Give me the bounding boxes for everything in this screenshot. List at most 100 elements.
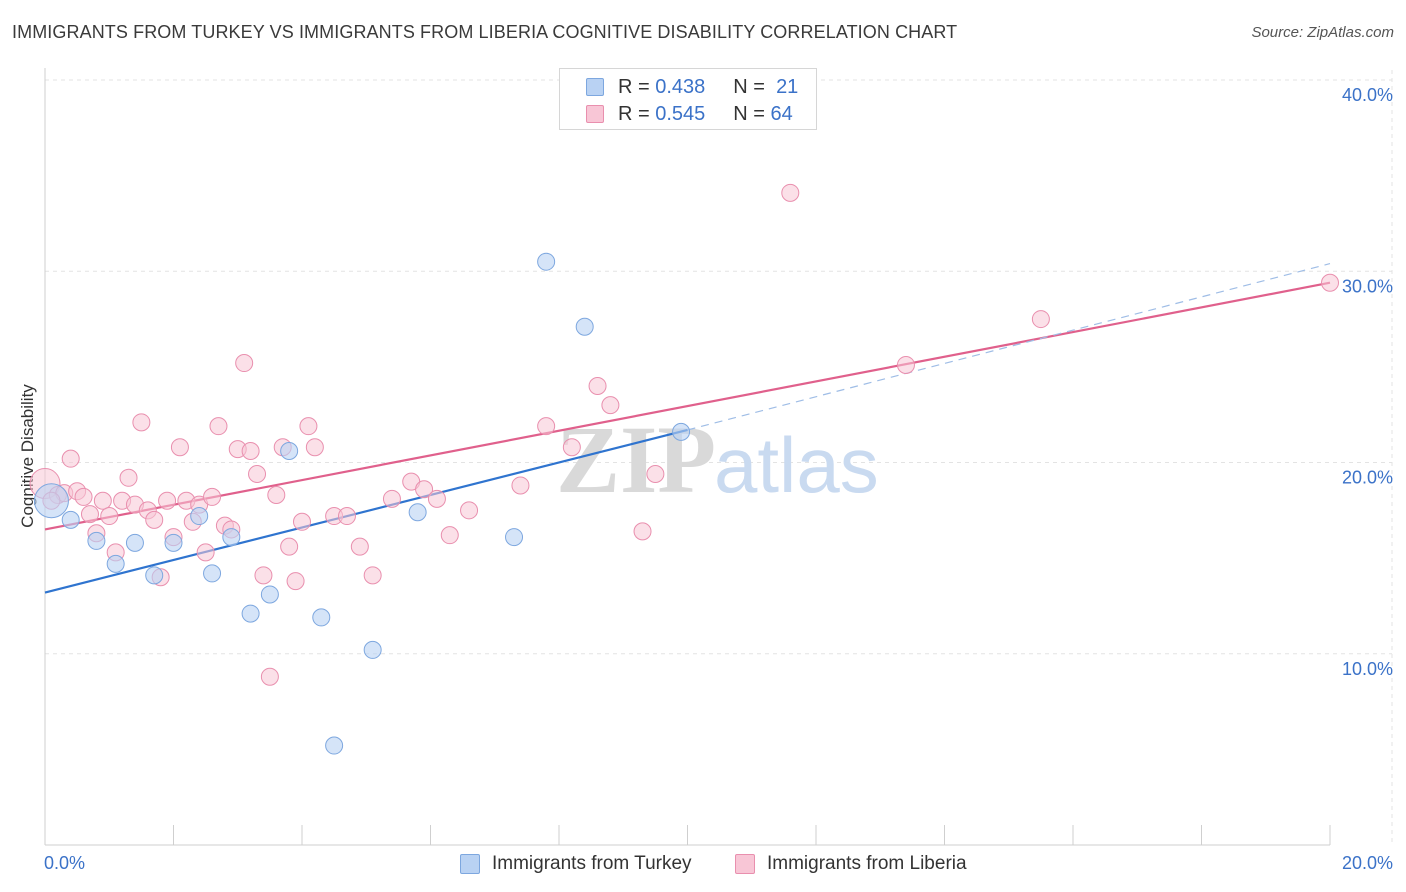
turkey-point bbox=[312, 608, 331, 627]
liberia-point bbox=[427, 489, 446, 508]
points-layer bbox=[29, 183, 1339, 755]
turkey-point bbox=[33, 483, 69, 519]
liberia-swatch bbox=[735, 854, 755, 874]
liberia-point bbox=[293, 512, 311, 531]
liberia-point bbox=[267, 486, 286, 505]
turkey-point bbox=[575, 317, 594, 336]
x-tick-label: 20.0% bbox=[1342, 853, 1393, 873]
turkey-point bbox=[672, 422, 691, 441]
x-tick-label: 0.0% bbox=[44, 853, 85, 873]
liberia-point bbox=[93, 491, 112, 510]
ticklabel-layer: 10.0% 20.0% 30.0% 40.0% 0.0% 20.0% bbox=[44, 85, 1393, 873]
liberia-point bbox=[633, 522, 652, 541]
liberia-point bbox=[382, 489, 401, 508]
liberia-point bbox=[203, 487, 222, 506]
liberia-point bbox=[601, 396, 620, 415]
stats-legend: R = 0.438 N = 21 R = 0.545 N = 64 bbox=[559, 68, 817, 130]
r-value: 0.438 bbox=[655, 75, 706, 98]
r-label: R = bbox=[618, 102, 650, 125]
legend-row-liberia: R = 0.545 N = 64 bbox=[586, 101, 793, 127]
liberia-point bbox=[363, 566, 382, 585]
liberia-point bbox=[241, 442, 260, 461]
liberia-trend-line bbox=[44, 281, 1331, 531]
turkey-point bbox=[363, 640, 382, 659]
legend-item-turkey[interactable]: Immigrants from Turkey bbox=[460, 851, 692, 877]
liberia-point bbox=[132, 413, 151, 432]
turkey-swatch bbox=[460, 854, 480, 874]
turkey-point bbox=[537, 252, 556, 271]
turkey-point bbox=[325, 736, 344, 755]
liberia-point bbox=[119, 468, 138, 487]
liberia-point bbox=[61, 449, 80, 468]
y-tick-label: 40.0% bbox=[1342, 85, 1393, 105]
liberia-point bbox=[460, 501, 479, 520]
n-label: N = bbox=[733, 102, 765, 125]
liberia-point bbox=[80, 505, 99, 524]
turkey-point bbox=[125, 533, 144, 552]
liberia-point bbox=[1031, 310, 1050, 329]
liberia-point bbox=[896, 355, 915, 374]
source-label: Source: ZipAtlas.com bbox=[1251, 24, 1394, 41]
liberia-point bbox=[158, 491, 177, 510]
liberia-point bbox=[511, 476, 530, 495]
legend-label-turkey: Immigrants from Turkey bbox=[492, 853, 692, 874]
liberia-point bbox=[100, 507, 119, 526]
liberia-point bbox=[248, 464, 267, 483]
liberia-point bbox=[74, 487, 93, 506]
liberia-point bbox=[337, 507, 356, 526]
legend-label-liberia: Immigrants from Liberia bbox=[767, 853, 967, 874]
turkey-point bbox=[106, 554, 125, 573]
turkey-trend-extension bbox=[687, 263, 1331, 431]
turkey-point bbox=[61, 510, 80, 529]
n-value: 64 bbox=[770, 102, 793, 125]
grid-layer bbox=[45, 70, 1393, 845]
liberia-point bbox=[209, 417, 228, 436]
liberia-point bbox=[415, 480, 434, 499]
liberia-point bbox=[562, 438, 581, 457]
liberia-point bbox=[170, 438, 189, 457]
liberia-swatch bbox=[586, 105, 604, 123]
turkey-point bbox=[190, 507, 209, 526]
liberia-point bbox=[145, 510, 164, 529]
turkey-swatch bbox=[586, 78, 604, 96]
liberia-point bbox=[781, 183, 800, 202]
watermark-atlas: atlas bbox=[714, 421, 879, 509]
turkey-point bbox=[408, 503, 427, 522]
r-label: R = bbox=[618, 75, 650, 98]
liberia-point bbox=[537, 417, 556, 436]
liberia-point bbox=[280, 537, 299, 556]
watermark-layer: ZIP atlas bbox=[556, 406, 879, 513]
y-tick-label: 30.0% bbox=[1342, 276, 1393, 296]
turkey-point bbox=[203, 564, 222, 583]
liberia-point bbox=[286, 572, 305, 591]
turkey-point bbox=[280, 442, 299, 461]
liberia-point bbox=[254, 566, 273, 585]
n-label: N = bbox=[733, 75, 765, 98]
liberia-point bbox=[196, 543, 215, 562]
y-tick-label: 10.0% bbox=[1342, 659, 1393, 679]
axes-layer bbox=[44, 68, 1331, 846]
liberia-point bbox=[260, 667, 279, 686]
liberia-point bbox=[440, 526, 459, 545]
watermark-zip: ZIP bbox=[556, 406, 716, 513]
liberia-point bbox=[1321, 273, 1339, 292]
liberia-point bbox=[299, 417, 318, 436]
n-value: 21 bbox=[776, 75, 799, 98]
legend-item-liberia[interactable]: Immigrants from Liberia bbox=[735, 851, 967, 877]
turkey-point bbox=[164, 533, 183, 552]
turkey-point bbox=[145, 566, 164, 585]
y-tick-label: 20.0% bbox=[1342, 468, 1393, 488]
liberia-point bbox=[588, 377, 607, 395]
turkey-trend-line bbox=[44, 428, 688, 594]
turkey-point bbox=[241, 604, 260, 623]
turkey-point bbox=[505, 528, 524, 547]
turkey-point bbox=[87, 531, 106, 550]
liberia-point bbox=[646, 464, 665, 483]
liberia-point bbox=[235, 354, 254, 373]
legend-row-turkey: R = 0.438 N = 21 bbox=[586, 74, 798, 100]
trend-layer bbox=[44, 263, 1331, 594]
chart-title: IMMIGRANTS FROM TURKEY VS IMMIGRANTS FRO… bbox=[12, 22, 958, 42]
liberia-point bbox=[305, 438, 324, 457]
r-value: 0.545 bbox=[655, 102, 706, 125]
